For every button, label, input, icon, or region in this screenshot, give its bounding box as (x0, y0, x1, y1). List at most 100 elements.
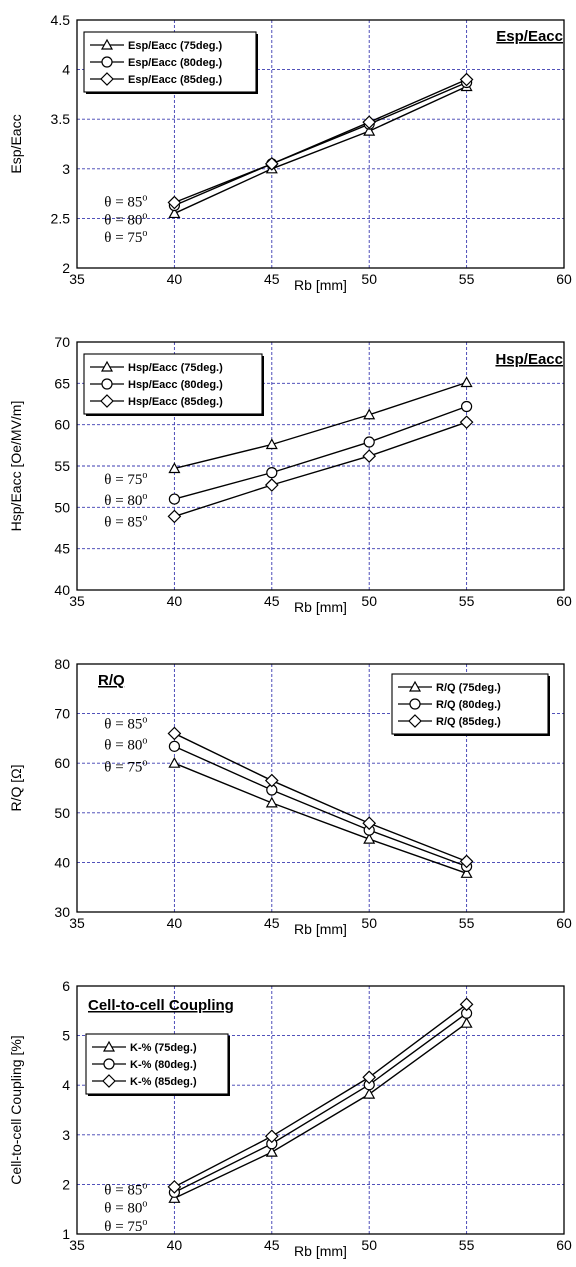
degree-mark: o (142, 758, 147, 769)
data-point (363, 832, 376, 844)
x-tick-label: 60 (556, 271, 572, 287)
theta-text: θ = 75 (104, 230, 142, 246)
legend-marker (409, 698, 421, 710)
legend-label: Esp/Eacc (85deg.) (128, 74, 222, 86)
chart-title: Cell-to-cell Coupling (88, 997, 234, 1014)
data-point (168, 756, 181, 768)
legend-marker (408, 680, 422, 692)
legend-marker (101, 378, 113, 390)
theta-text: θ = 80 (104, 212, 142, 228)
data-point (265, 1145, 278, 1157)
theta-text: θ = 85 (104, 1182, 142, 1198)
theta-text: θ = 75 (104, 472, 142, 488)
y-tick-label: 50 (54, 499, 70, 515)
theta-text: θ = 85 (104, 514, 142, 530)
data-point (167, 726, 182, 741)
series-line-1 (174, 85, 467, 215)
degree-mark: o (142, 228, 147, 239)
legend-label: R/Q (85deg.) (436, 716, 501, 728)
legend-marker (102, 1074, 116, 1088)
data-point (362, 115, 377, 130)
legend-shadow (262, 356, 264, 416)
data-point (459, 854, 474, 869)
chart-title: R/Q (98, 672, 125, 689)
y-tick-label: 80 (54, 656, 70, 672)
plot-frame (76, 663, 565, 913)
series-line-2 (174, 81, 467, 207)
series-line-1 (174, 1022, 468, 1199)
x-tick-label: 45 (264, 1237, 280, 1253)
x-tick-label: 55 (459, 1237, 475, 1253)
x-tick-label: 55 (459, 271, 475, 287)
legend-shadow (256, 34, 258, 94)
data-point (362, 816, 377, 831)
x-tick-label: 60 (556, 915, 572, 931)
data-point (459, 997, 474, 1012)
y-axis-label: R/Q [Ω] (8, 764, 24, 811)
y-tick-label: 50 (54, 805, 70, 821)
x-tick-label: 35 (69, 915, 85, 931)
y-tick-label: 3 (62, 1127, 70, 1143)
legend-shadow (548, 676, 550, 736)
y-axis-label: Hsp/Eacc [Oe/MV/m] (8, 401, 24, 532)
series-line-2 (174, 1012, 468, 1193)
theta-annotation: θ = 75o (104, 758, 147, 776)
legend-marker (100, 38, 114, 50)
plot-frame (76, 19, 565, 269)
x-axis-label: Rb [mm] (294, 921, 347, 937)
y-tick-label: 2.5 (51, 210, 71, 226)
x-tick-label: 40 (167, 1237, 183, 1253)
data-point (460, 1016, 473, 1028)
x-axis-label: Rb [mm] (294, 277, 347, 293)
series-line-3 (174, 732, 467, 863)
x-tick-label: 40 (167, 915, 183, 931)
legend-label: K-% (80deg.) (130, 1059, 197, 1071)
y-tick-label: 70 (54, 334, 70, 350)
y-tick-label: 30 (54, 904, 70, 920)
x-tick-label: 50 (361, 915, 377, 931)
data-point (459, 72, 474, 87)
theta-annotation: θ = 85o (104, 512, 147, 530)
data-point (264, 773, 279, 788)
series-line-2 (174, 405, 467, 500)
theta-text: θ = 80 (104, 737, 142, 753)
x-tick-label: 55 (459, 915, 475, 931)
theta-annotation: θ = 75o (104, 1217, 147, 1235)
data-point (168, 207, 181, 219)
legend-shadow (88, 1094, 230, 1096)
y-tick-label: 60 (54, 417, 70, 433)
x-tick-label: 35 (69, 593, 85, 609)
x-tick-label: 35 (69, 1237, 85, 1253)
legend-marker (101, 56, 113, 68)
chart-title: Esp/Eacc (496, 28, 563, 45)
x-tick-label: 55 (459, 593, 475, 609)
data-point (167, 1180, 182, 1194)
theta-annotation: θ = 80o (104, 491, 147, 509)
series-line-2 (174, 745, 467, 868)
degree-mark: o (142, 1180, 147, 1191)
legend-label: Hsp/Eacc (85deg.) (128, 396, 223, 408)
x-tick-label: 45 (264, 271, 280, 287)
y-tick-label: 60 (54, 755, 70, 771)
data-point (363, 124, 376, 136)
theta-text: θ = 80 (104, 1201, 142, 1217)
series-line-3 (174, 78, 467, 204)
x-tick-label: 50 (361, 1237, 377, 1253)
x-tick-label: 45 (264, 593, 280, 609)
y-axis-label: Esp/Eacc (8, 114, 24, 173)
theta-text: θ = 85 (104, 716, 142, 732)
y-tick-label: 1 (62, 1226, 70, 1242)
legend-marker (100, 394, 114, 408)
legend-marker (100, 72, 114, 86)
y-axis-label: Cell-to-cell Coupling [%] (8, 1035, 24, 1184)
theta-annotation: θ = 75o (104, 470, 147, 488)
y-tick-label: 40 (54, 854, 70, 870)
data-point (460, 867, 473, 878)
theta-text: θ = 75 (104, 760, 142, 776)
y-tick-label: 6 (62, 978, 70, 994)
series-line-3 (174, 421, 467, 518)
legend-shadow (86, 414, 264, 416)
plot-frame (76, 341, 565, 591)
